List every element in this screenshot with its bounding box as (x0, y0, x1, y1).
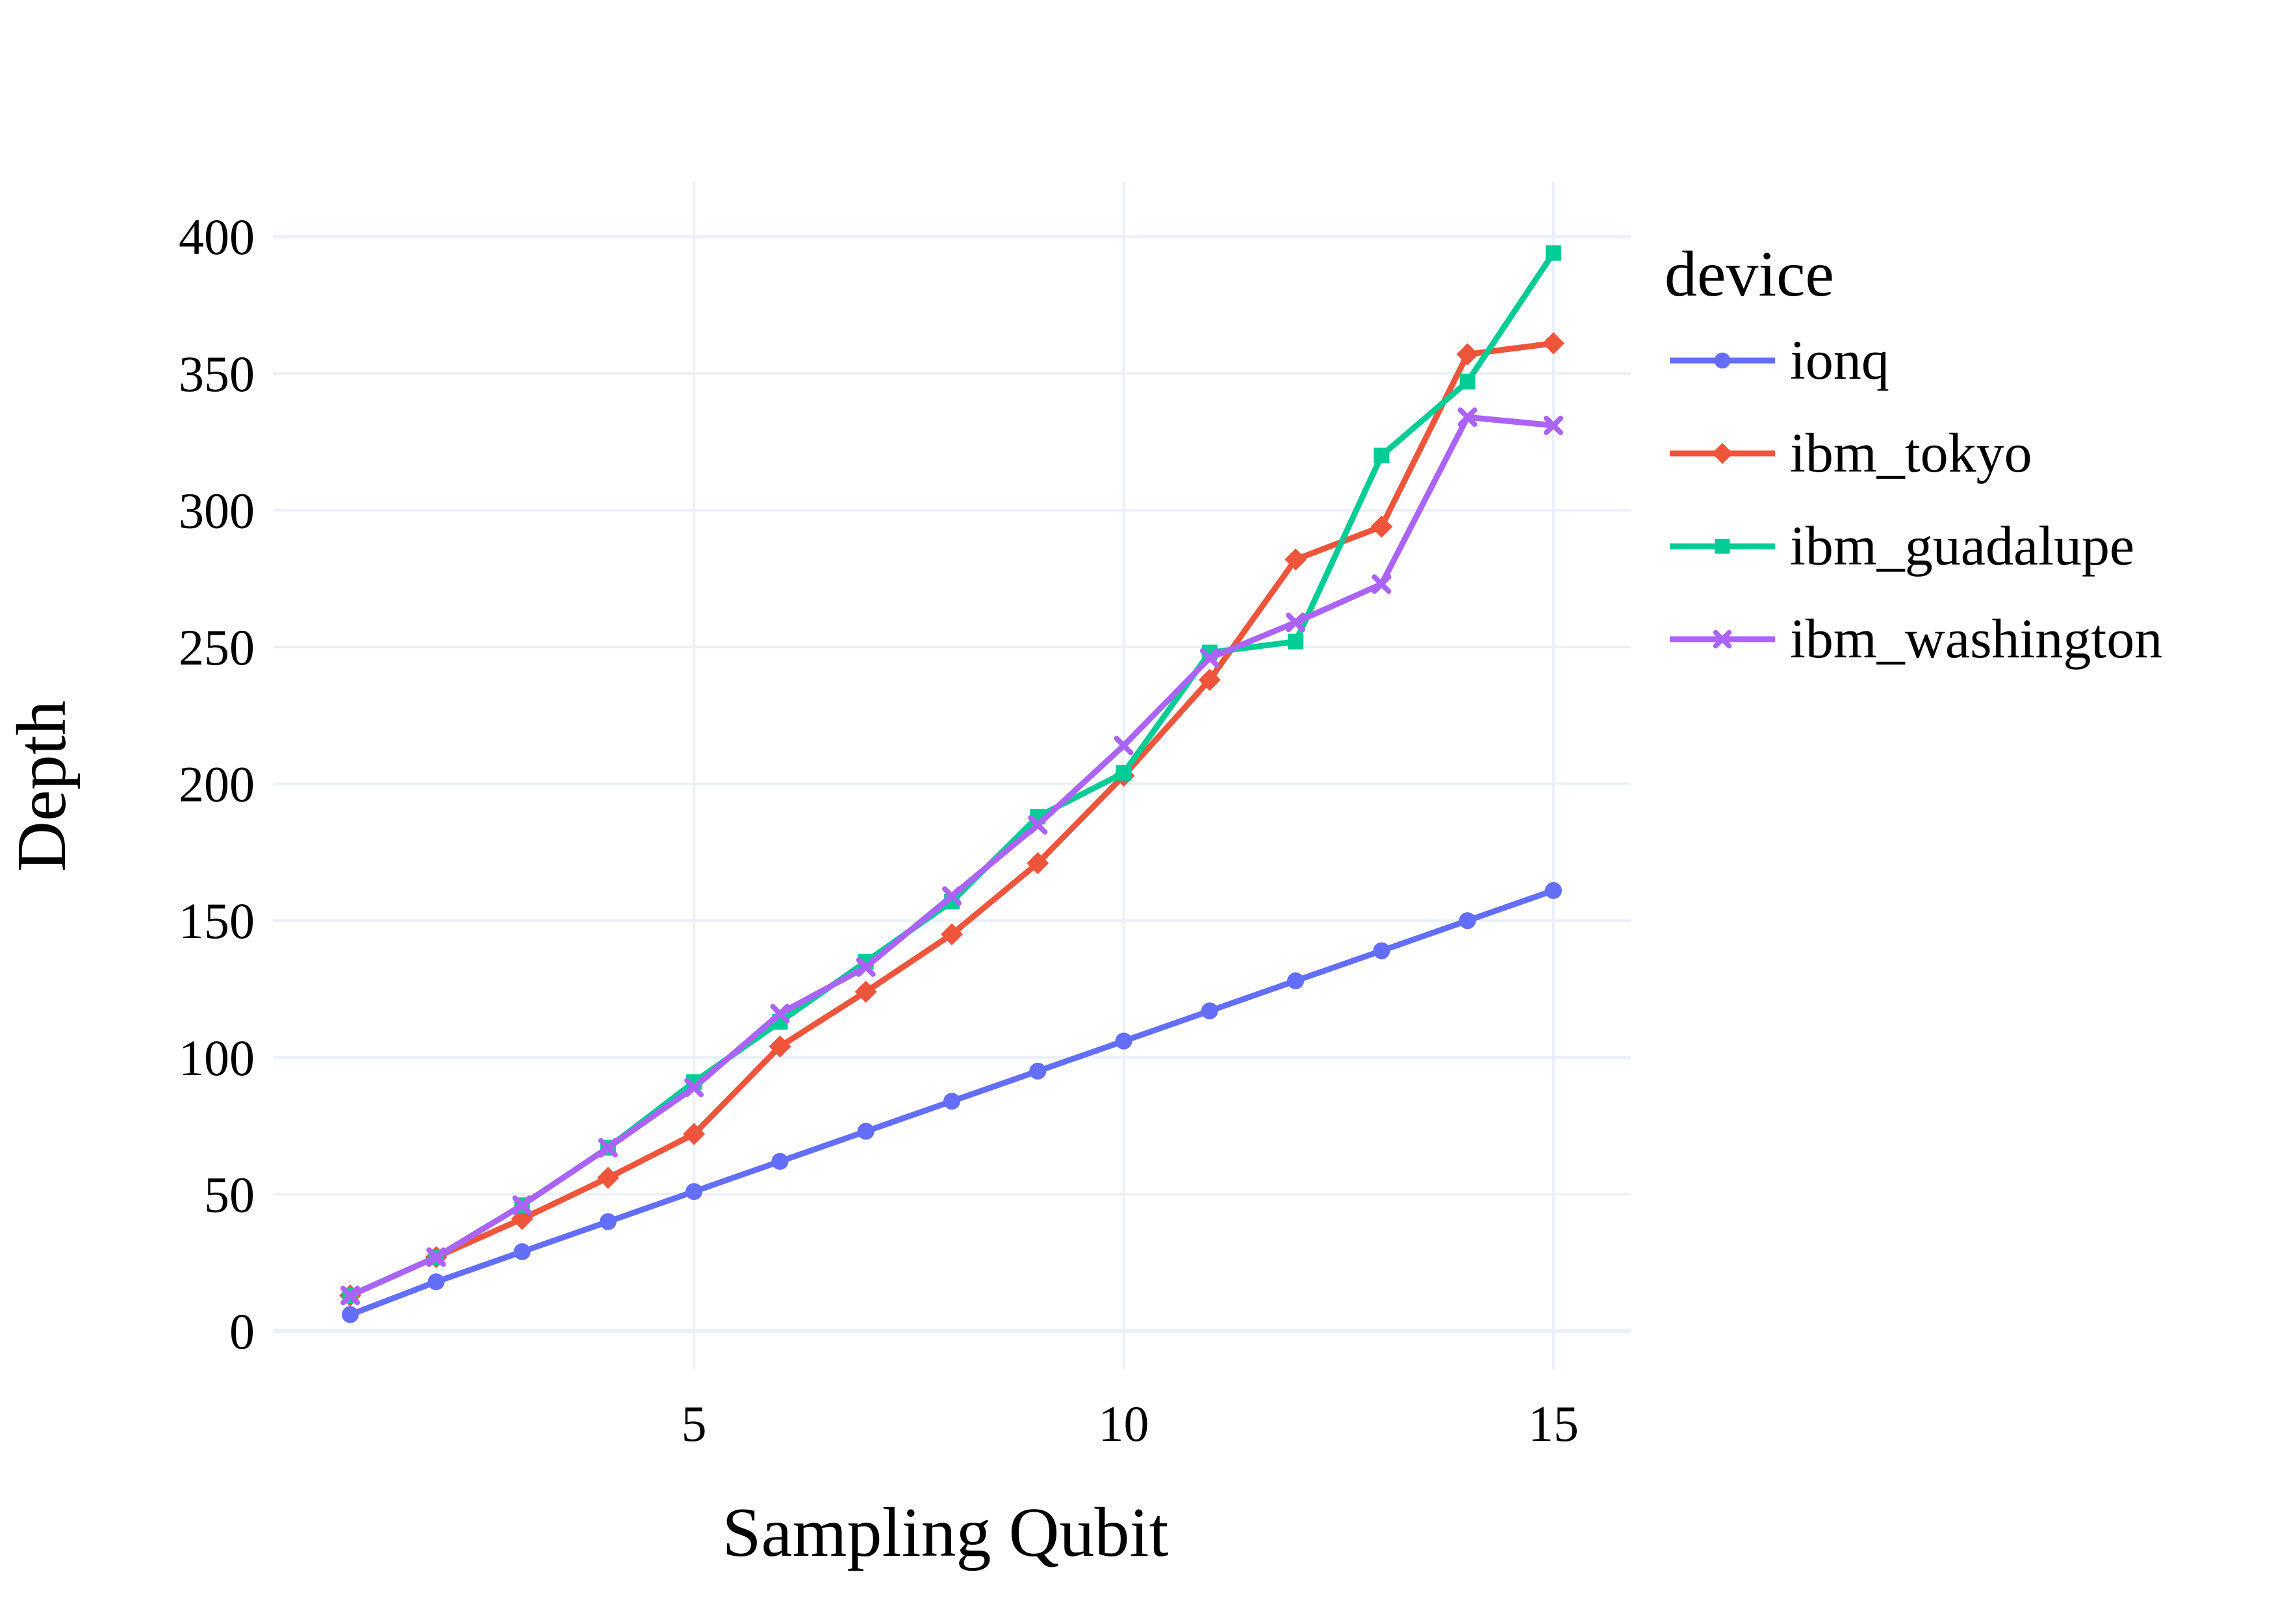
legend-items: ionq ibm_tokyo ibm_guadalupe ibm_washington (1670, 329, 2162, 670)
data-point (1116, 765, 1132, 781)
series-line (347, 340, 1557, 1299)
data-point (857, 1123, 875, 1140)
data-point (1545, 245, 1561, 261)
legend-label: ibm_tokyo (1790, 422, 2032, 484)
x-axis-title: Sampling Qubit (722, 1494, 1168, 1571)
legend-label: ionq (1790, 329, 1889, 391)
data-point (1373, 448, 1390, 464)
data-point (771, 1152, 789, 1170)
data-point (1544, 882, 1562, 899)
data-point (1543, 415, 1563, 435)
y-tick-label: 50 (204, 1166, 255, 1223)
data-point (1199, 648, 1220, 668)
data-point (1115, 1032, 1132, 1050)
y-tick-label: 400 (179, 209, 255, 265)
data-point (1373, 942, 1390, 959)
data-point (598, 1137, 618, 1158)
y-tick-label: 200 (179, 756, 255, 813)
data-point (1542, 332, 1565, 355)
data-point (1456, 343, 1479, 366)
data-point (1029, 1062, 1047, 1080)
legend-label: ibm_guadalupe (1790, 514, 2134, 577)
data-point (428, 1273, 445, 1291)
data-point (599, 1213, 617, 1230)
data-point (1201, 1002, 1218, 1020)
data-point (854, 980, 877, 1003)
data-point (941, 923, 963, 946)
x-tick-label: 5 (682, 1395, 707, 1452)
data-point (683, 1123, 706, 1145)
data-point (1711, 442, 1733, 464)
series-layer (339, 245, 1565, 1323)
x-tick-label: 15 (1528, 1395, 1579, 1452)
series-ibm_washington (340, 407, 1563, 1306)
data-point (1028, 815, 1048, 835)
series-line (347, 250, 1557, 1299)
legend-item-ibm_guadalupe: ibm_guadalupe (1670, 514, 2134, 577)
y-axis-ticks: 0 50 100 150 200 250 300 350 400 (179, 209, 255, 1360)
data-point (1370, 515, 1393, 538)
x-tick-label: 10 (1099, 1395, 1149, 1452)
x-axis-ticks: 5 10 15 (682, 1395, 1579, 1452)
data-point (1714, 352, 1731, 369)
y-axis-title: Depth (3, 700, 81, 872)
data-point (943, 1093, 960, 1110)
data-point (1288, 633, 1304, 650)
data-point (1114, 735, 1134, 755)
legend-item-ibm_tokyo: ibm_tokyo (1670, 422, 2032, 484)
data-point (1713, 629, 1732, 649)
y-tick-label: 300 (179, 482, 255, 539)
data-point (513, 1243, 531, 1260)
data-point (1715, 539, 1730, 554)
data-point (856, 957, 876, 977)
data-point (1457, 407, 1477, 427)
y-tick-label: 150 (179, 893, 255, 949)
data-point (1286, 613, 1306, 633)
y-tick-label: 100 (179, 1030, 255, 1086)
data-point (342, 1306, 359, 1323)
y-tick-label: 250 (179, 619, 255, 676)
data-point (1198, 668, 1221, 691)
data-point (596, 1167, 619, 1189)
legend-title: device (1665, 238, 1834, 310)
data-point (426, 1247, 446, 1267)
series-ibm_tokyo (339, 332, 1565, 1307)
data-point (1372, 574, 1392, 594)
data-point (340, 1286, 361, 1306)
data-point (1459, 912, 1476, 930)
legend[interactable]: device ionq ibm_tokyo ibm_guadalupe ibm_was… (1665, 238, 2162, 670)
series-line (347, 414, 1557, 1299)
data-point (684, 1078, 704, 1098)
legend-label: ibm_washington (1790, 607, 2162, 670)
legend-item-ionq: ionq (1670, 329, 1889, 391)
data-point (512, 1195, 532, 1215)
data-point (942, 886, 962, 906)
data-point (1459, 374, 1476, 390)
data-point (1287, 972, 1305, 989)
data-point (1027, 852, 1049, 874)
y-tick-label: 350 (179, 346, 255, 402)
data-point (770, 1004, 790, 1024)
data-point (769, 1035, 791, 1058)
gridlines (273, 182, 1631, 1369)
legend-item-ibm_washington: ibm_washington (1670, 607, 2162, 670)
series-ibm_guadalupe (342, 245, 1561, 1304)
data-point (685, 1183, 703, 1200)
data-point (1284, 548, 1307, 571)
y-tick-label: 0 (229, 1303, 255, 1360)
series-ionq (342, 882, 1562, 1323)
